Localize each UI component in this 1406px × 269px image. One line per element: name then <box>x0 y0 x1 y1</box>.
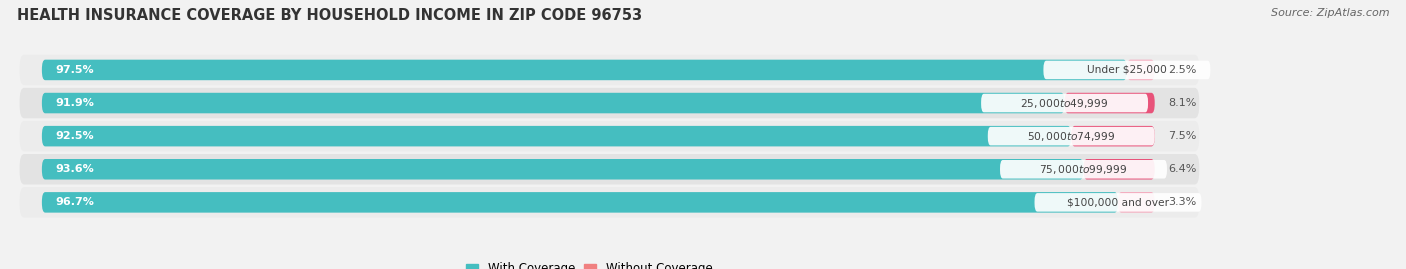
FancyBboxPatch shape <box>1035 193 1202 212</box>
Text: Under $25,000: Under $25,000 <box>1087 65 1167 75</box>
FancyBboxPatch shape <box>1126 60 1154 80</box>
FancyBboxPatch shape <box>42 159 1084 179</box>
FancyBboxPatch shape <box>1000 160 1167 179</box>
FancyBboxPatch shape <box>988 127 1154 146</box>
Text: $50,000 to $74,999: $50,000 to $74,999 <box>1028 130 1115 143</box>
Text: $100,000 and over: $100,000 and over <box>1067 197 1168 207</box>
FancyBboxPatch shape <box>20 154 1199 185</box>
Text: 7.5%: 7.5% <box>1168 131 1197 141</box>
FancyBboxPatch shape <box>42 60 1126 80</box>
Text: Source: ZipAtlas.com: Source: ZipAtlas.com <box>1271 8 1389 18</box>
FancyBboxPatch shape <box>20 88 1199 118</box>
Text: 8.1%: 8.1% <box>1168 98 1197 108</box>
Text: 3.3%: 3.3% <box>1168 197 1197 207</box>
Text: 96.7%: 96.7% <box>55 197 94 207</box>
Text: 91.9%: 91.9% <box>55 98 94 108</box>
FancyBboxPatch shape <box>20 121 1199 151</box>
FancyBboxPatch shape <box>20 55 1199 85</box>
Text: 97.5%: 97.5% <box>55 65 94 75</box>
FancyBboxPatch shape <box>42 93 1064 113</box>
Text: HEALTH INSURANCE COVERAGE BY HOUSEHOLD INCOME IN ZIP CODE 96753: HEALTH INSURANCE COVERAGE BY HOUSEHOLD I… <box>17 8 643 23</box>
Text: 93.6%: 93.6% <box>55 164 94 174</box>
FancyBboxPatch shape <box>20 187 1199 218</box>
Text: 2.5%: 2.5% <box>1168 65 1197 75</box>
FancyBboxPatch shape <box>42 126 1071 146</box>
FancyBboxPatch shape <box>981 94 1149 112</box>
FancyBboxPatch shape <box>42 192 1118 213</box>
Legend: With Coverage, Without Coverage: With Coverage, Without Coverage <box>461 258 717 269</box>
FancyBboxPatch shape <box>1064 93 1154 113</box>
Text: $25,000 to $49,999: $25,000 to $49,999 <box>1021 97 1109 109</box>
FancyBboxPatch shape <box>1071 126 1154 146</box>
Text: 6.4%: 6.4% <box>1168 164 1197 174</box>
Text: 92.5%: 92.5% <box>55 131 94 141</box>
FancyBboxPatch shape <box>1118 192 1154 213</box>
FancyBboxPatch shape <box>1084 159 1154 179</box>
Text: $75,000 to $99,999: $75,000 to $99,999 <box>1039 163 1128 176</box>
FancyBboxPatch shape <box>1043 61 1211 79</box>
